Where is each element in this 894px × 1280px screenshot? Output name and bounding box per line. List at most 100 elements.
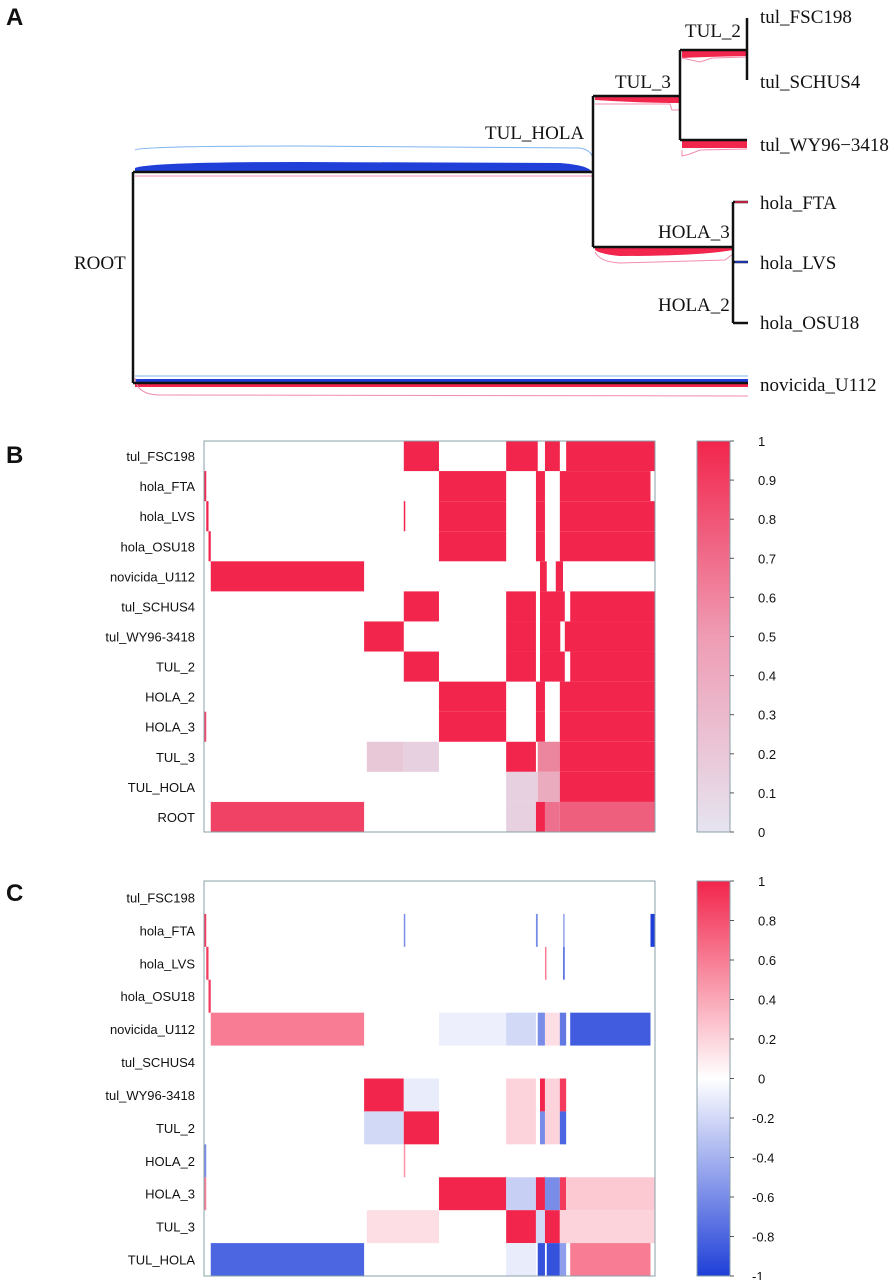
heatmap-cell <box>403 1144 406 1178</box>
row-label: hola_OSU18 <box>121 539 195 554</box>
heatmap-cell <box>559 741 655 772</box>
row-label: novicida_U112 <box>110 569 195 584</box>
node-label-tul-3: TUL_3 <box>615 72 671 93</box>
row-label: TUL_3 <box>156 1220 195 1235</box>
heatmap-cell <box>506 1210 536 1244</box>
heatmap-cell <box>562 913 565 947</box>
heatmap-cell <box>559 1210 655 1244</box>
heatmap-cell <box>438 471 507 502</box>
colorbar-tick-label: 0.6 <box>758 590 776 605</box>
heatmap-cell <box>506 621 536 652</box>
heatmap-cell <box>438 1177 507 1211</box>
heatmap-cell <box>544 1111 560 1145</box>
row-label: HOLA_3 <box>145 720 195 735</box>
panel-label-a: A <box>6 4 24 31</box>
heatmap-cell <box>559 1078 567 1112</box>
heatmap-cell <box>570 651 655 682</box>
heatmap-cell <box>535 1177 545 1211</box>
colorbar-tick-label: 0.4 <box>758 669 776 684</box>
heatmap-cell <box>539 591 565 622</box>
heatmap-cell <box>537 1012 545 1046</box>
heatmap-cell <box>210 801 365 832</box>
heatmap-cell <box>555 561 563 592</box>
heatmap-cell <box>535 471 545 502</box>
branch-outline-positive <box>594 251 734 264</box>
heatmap-cell <box>210 561 365 592</box>
heatmap-cell <box>559 1111 567 1145</box>
leaf-label-hola-osu18: hola_OSU18 <box>760 313 859 334</box>
panel-label-c: C <box>6 880 24 907</box>
heatmap-cell <box>506 771 538 802</box>
heatmap-cell <box>403 1078 439 1112</box>
row-label: ROOT <box>157 810 195 825</box>
heatmap-cell <box>535 681 545 712</box>
heatmap-cell <box>535 1210 545 1244</box>
heatmap-cell <box>206 946 209 980</box>
heatmap-cell <box>570 591 655 622</box>
heatmap-cell <box>539 1078 545 1112</box>
heatmap-cell <box>564 621 655 652</box>
heatmap-cell <box>544 1078 560 1112</box>
heatmap-cell <box>566 1177 655 1211</box>
heatmap-cell <box>403 913 406 947</box>
node-label-hola-2: HOLA_2 <box>658 295 730 316</box>
leaf-label-hola-lvs: hola_LVS <box>760 253 836 274</box>
heatmap-cell <box>438 1012 507 1046</box>
heatmap-cell <box>204 913 207 947</box>
heatmap-cell <box>210 1012 365 1046</box>
branch-signal-positive <box>135 384 748 387</box>
colorbar-tick-label: 1 <box>758 874 765 889</box>
heatmap-cell <box>535 711 545 742</box>
heatmap-cell <box>506 741 536 772</box>
branch-outline-positive <box>595 103 680 111</box>
heatmap-cell <box>438 711 507 742</box>
row-label: tul_FSC198 <box>126 449 195 464</box>
branch-signal-positive <box>682 141 747 148</box>
heatmap-cell <box>570 1012 651 1046</box>
colorbar-tick-label: 0.8 <box>758 512 776 527</box>
node-label-root: ROOT <box>74 253 126 274</box>
colorbar-tick-label: -0.6 <box>752 1190 774 1205</box>
colorbar-tick-label: 0.7 <box>758 551 776 566</box>
leaf-label-tul-fsc198: tul_FSC198 <box>760 7 852 28</box>
row-label: hola_LVS <box>140 509 196 524</box>
node-label-hola-3: HOLA_3 <box>658 222 730 243</box>
heatmap-cell <box>539 621 561 652</box>
heatmap-cell <box>546 1243 560 1276</box>
row-label: tul_WY96-3418 <box>105 1088 195 1103</box>
heatmap-cell <box>559 801 655 832</box>
branch-outline-positive <box>681 56 748 63</box>
heatmap-cell <box>438 681 507 712</box>
row-label: hola_FTA <box>140 923 196 938</box>
heatmap-cell <box>206 501 209 532</box>
heatmap-cell <box>204 711 207 742</box>
heatmap-cell <box>537 771 560 802</box>
colorbar-tick-label: 1 <box>758 434 765 449</box>
branch-signal-negative <box>135 162 592 172</box>
heatmap-cell <box>506 1177 536 1211</box>
heatmap-cell <box>506 441 538 472</box>
heatmap-cell <box>562 946 565 980</box>
heatmap-cell <box>403 501 406 532</box>
heatmap-frame <box>203 880 656 1277</box>
colorbar-tick-label: 0.9 <box>758 473 776 488</box>
heatmap-cell <box>544 946 547 980</box>
row-label: tul_SCHUS4 <box>121 599 195 614</box>
heatmap-cell <box>204 1144 207 1178</box>
heatmap-cell <box>544 441 560 472</box>
heatmap-cell <box>535 801 545 832</box>
leaf-label-tul-wy96: tul_WY96−3418 <box>760 135 889 156</box>
colorbar-tick-label: 0.1 <box>758 786 776 801</box>
heatmap-b: tul_FSC198 hola_FTA hola_LVS hola_OSU18novi… <box>105 434 776 840</box>
branch-signal-positive <box>595 248 733 256</box>
heatmap-cell <box>403 591 439 622</box>
colorbar <box>696 880 731 1277</box>
heatmap-cell <box>364 1078 404 1112</box>
branch-outline-positive <box>134 377 749 397</box>
row-label: TUL_2 <box>156 1121 195 1136</box>
heatmap-cell <box>208 979 211 1013</box>
colorbar-tick-label: 0.2 <box>758 747 776 762</box>
heatmap-c: tul_FSC198 hola_FTA hola_LVS hola_OSU18novi… <box>105 874 776 1280</box>
heatmap-cell <box>366 741 404 772</box>
heatmap-cell <box>539 1111 545 1145</box>
